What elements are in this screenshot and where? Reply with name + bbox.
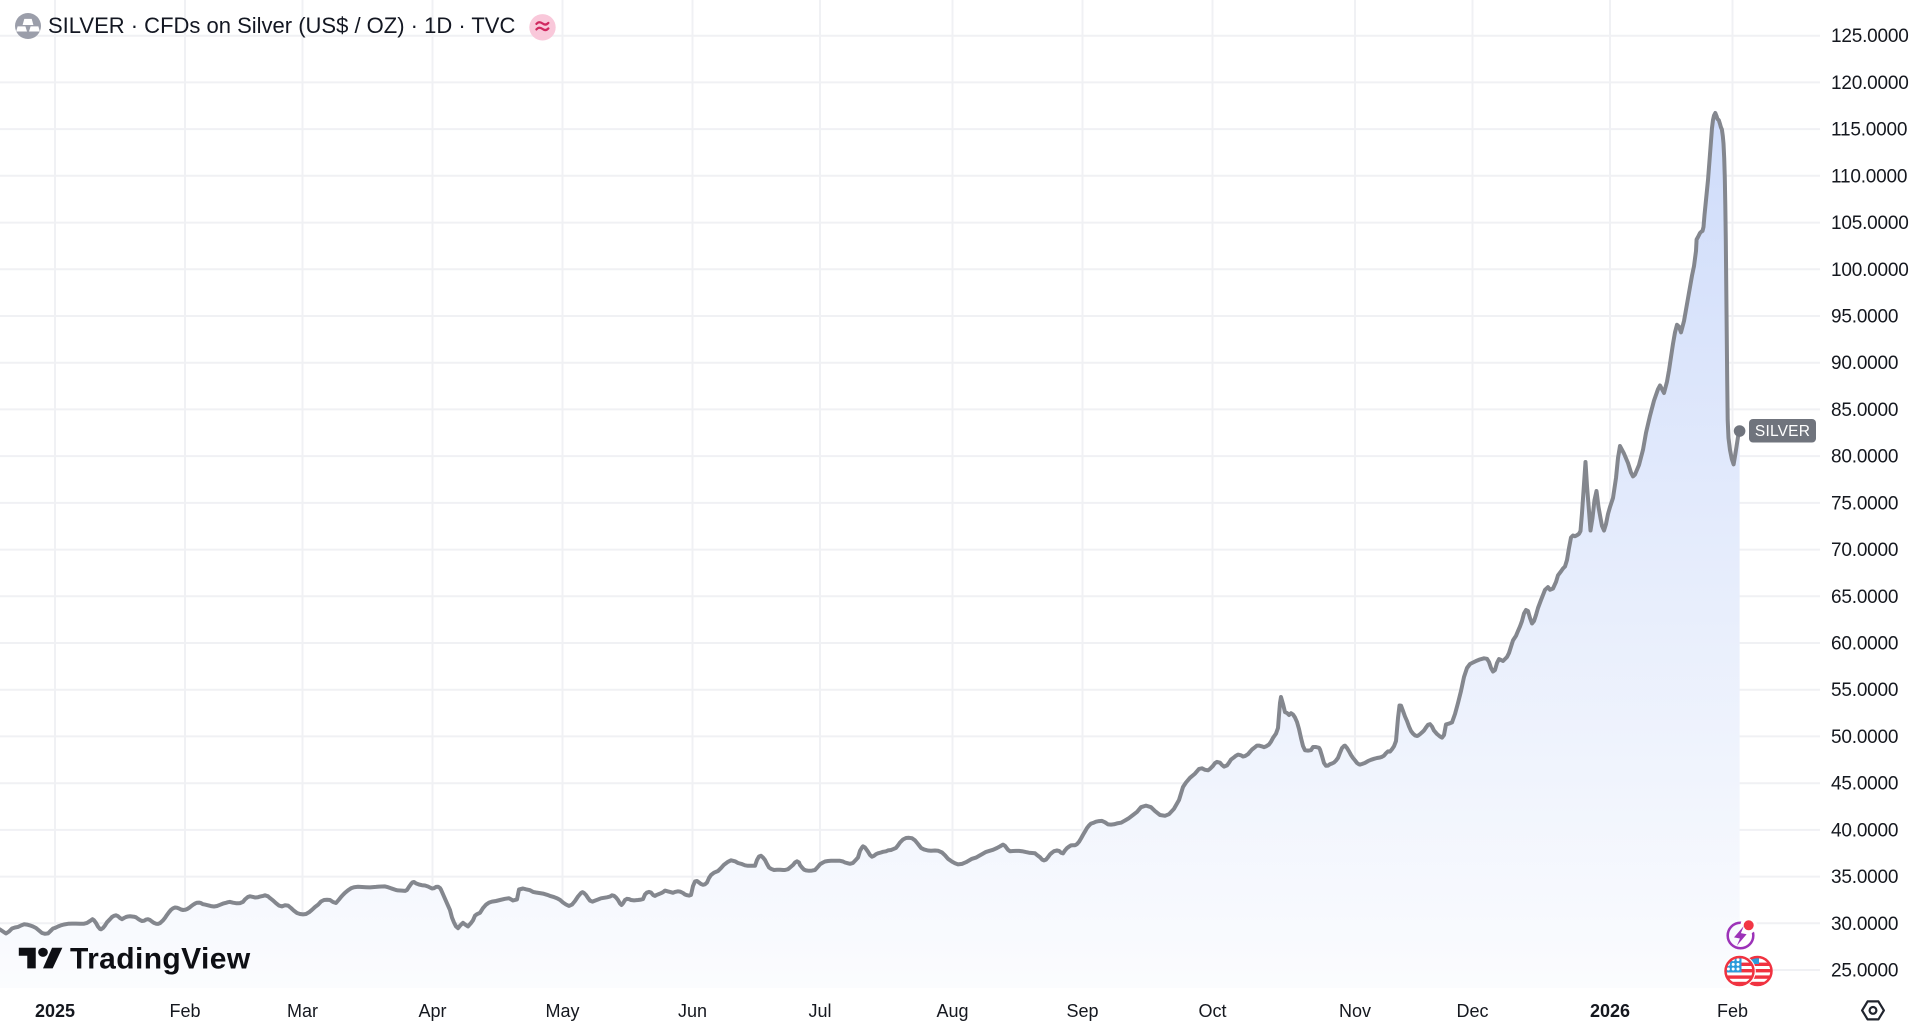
svg-text:110.0000: 110.0000 [1831, 166, 1907, 187]
svg-text:SILVER: SILVER [1755, 423, 1810, 440]
svg-text:85.0000: 85.0000 [1831, 400, 1898, 421]
svg-text:125.0000: 125.0000 [1831, 26, 1909, 47]
svg-text:25.0000: 25.0000 [1831, 961, 1898, 982]
svg-text:90.0000: 90.0000 [1831, 353, 1898, 374]
svg-text:105.0000: 105.0000 [1831, 213, 1909, 234]
svg-text:Oct: Oct [1198, 1001, 1226, 1021]
svg-text:45.0000: 45.0000 [1831, 774, 1898, 795]
svg-text:75.0000: 75.0000 [1831, 493, 1898, 514]
svg-text:100.0000: 100.0000 [1831, 260, 1909, 281]
svg-text:SILVER · CFDs on Silver (US$ /: SILVER · CFDs on Silver (US$ / OZ) · 1D … [48, 13, 515, 38]
svg-text:120.0000: 120.0000 [1831, 73, 1909, 94]
svg-text:60.0000: 60.0000 [1831, 634, 1898, 655]
svg-text:Feb: Feb [169, 1001, 200, 1021]
svg-text:50.0000: 50.0000 [1831, 727, 1898, 748]
svg-text:115.0000: 115.0000 [1831, 120, 1907, 141]
svg-text:Feb: Feb [1717, 1001, 1748, 1021]
svg-text:35.0000: 35.0000 [1831, 867, 1898, 888]
svg-text:Jun: Jun [678, 1001, 707, 1021]
svg-text:2026: 2026 [1590, 1001, 1630, 1021]
svg-text:TradingView: TradingView [70, 943, 251, 976]
svg-text:30.0000: 30.0000 [1831, 914, 1898, 935]
svg-text:Aug: Aug [936, 1001, 968, 1021]
svg-text:May: May [545, 1001, 579, 1021]
svg-text:2025: 2025 [35, 1001, 75, 1021]
svg-text:65.0000: 65.0000 [1831, 587, 1898, 608]
svg-text:70.0000: 70.0000 [1831, 540, 1898, 561]
svg-text:95.0000: 95.0000 [1831, 307, 1898, 328]
svg-text:55.0000: 55.0000 [1831, 680, 1898, 701]
svg-text:Mar: Mar [287, 1001, 318, 1021]
svg-text:80.0000: 80.0000 [1831, 447, 1898, 468]
svg-text:40.0000: 40.0000 [1831, 820, 1898, 841]
svg-text:Apr: Apr [418, 1001, 446, 1021]
svg-text:Nov: Nov [1339, 1001, 1371, 1021]
svg-text:Jul: Jul [808, 1001, 831, 1021]
svg-text:Sep: Sep [1066, 1001, 1098, 1021]
svg-text:Dec: Dec [1456, 1001, 1488, 1021]
